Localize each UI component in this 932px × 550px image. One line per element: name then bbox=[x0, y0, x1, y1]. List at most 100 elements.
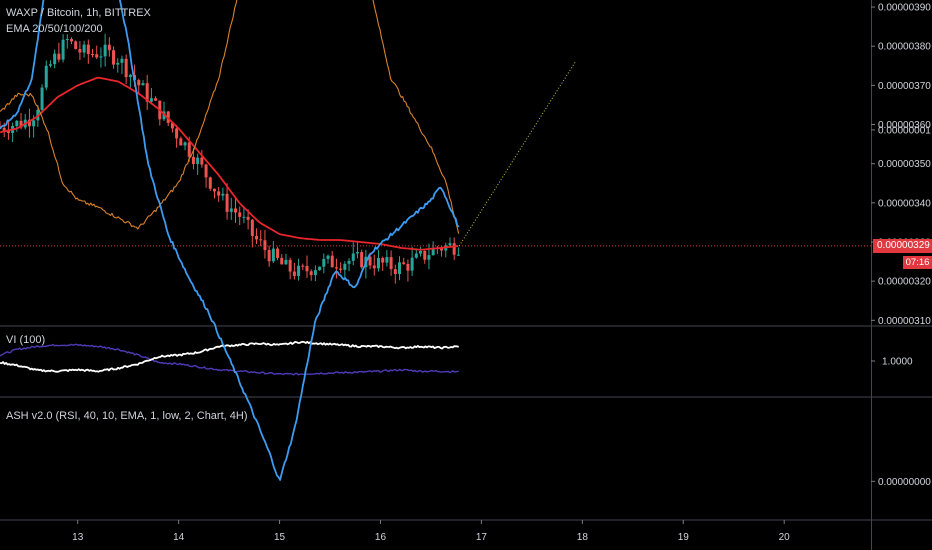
candle-body bbox=[95, 54, 99, 58]
candle-body bbox=[82, 44, 86, 53]
ash-axis-tick-label: 0.00000001 bbox=[878, 125, 931, 136]
ema-line bbox=[0, 76, 459, 251]
price-axis-tick-label: 0.00000310 bbox=[878, 316, 931, 327]
time-axis-tick-label: 18 bbox=[577, 532, 589, 543]
candle-body bbox=[427, 255, 431, 260]
candle-body bbox=[128, 74, 132, 78]
candle-body bbox=[347, 260, 351, 264]
time-axis-tick-label: 20 bbox=[779, 532, 791, 543]
candle-body bbox=[389, 257, 393, 270]
price-axis-tick-label: 0.00000360 bbox=[878, 120, 931, 131]
candle-body bbox=[406, 263, 410, 271]
candle-body bbox=[116, 62, 120, 65]
indicator-legend: EMA 20/50/100/200 bbox=[6, 23, 103, 35]
candle-body bbox=[414, 253, 418, 258]
candle-body bbox=[238, 212, 242, 217]
candle-body bbox=[191, 156, 195, 165]
candle-body bbox=[141, 83, 145, 86]
candle-body bbox=[86, 44, 90, 55]
candle-body bbox=[301, 265, 305, 267]
candle-body bbox=[15, 120, 19, 126]
candle-body bbox=[208, 177, 212, 189]
time-axis-tick-label: 17 bbox=[476, 532, 488, 543]
candle-body bbox=[339, 268, 343, 270]
candle-body bbox=[32, 120, 36, 127]
candle-body bbox=[40, 87, 44, 110]
last-price-label: 0.00000329 bbox=[873, 239, 932, 253]
candle-body bbox=[6, 131, 10, 133]
price-axis-tick-label: 0.00000350 bbox=[878, 159, 931, 170]
price-axis-tick-label: 0.00000390 bbox=[878, 3, 931, 14]
candle-body bbox=[355, 252, 359, 254]
ash-panel-title: ASH v2.0 (RSI, 40, 10, EMA, 1, low, 2, C… bbox=[6, 410, 248, 422]
time-axis-tick-label: 16 bbox=[375, 532, 387, 543]
candle-body bbox=[423, 250, 427, 260]
candle-body bbox=[419, 250, 423, 254]
candle-body bbox=[343, 263, 347, 270]
candle-body bbox=[221, 193, 225, 196]
candle-body bbox=[372, 265, 376, 269]
candle-body bbox=[57, 53, 61, 60]
candle-body bbox=[259, 239, 263, 241]
candle-body bbox=[313, 270, 317, 276]
candle-body bbox=[145, 83, 149, 102]
candle-body bbox=[225, 193, 229, 212]
candle-body bbox=[326, 255, 330, 259]
candle-body bbox=[255, 235, 259, 240]
candle-body bbox=[431, 247, 435, 256]
price-axis-tick-label: 0.00000380 bbox=[878, 42, 931, 53]
candle-body bbox=[334, 267, 338, 269]
candle-body bbox=[381, 258, 385, 263]
price-axis-tick-label: 0.00000340 bbox=[878, 198, 931, 209]
candle-body bbox=[149, 98, 153, 102]
symbol-title: WAXP / Bitcoin, 1h, BITTREX bbox=[6, 7, 151, 19]
candle-body bbox=[402, 262, 406, 264]
candle-body bbox=[452, 243, 456, 255]
candle-body bbox=[103, 44, 107, 57]
candle-body bbox=[440, 248, 444, 251]
candle-body bbox=[318, 266, 322, 271]
candle-body bbox=[170, 122, 174, 129]
time-axis-tick-label: 19 bbox=[678, 532, 690, 543]
candle-body bbox=[137, 80, 141, 86]
time-axis-tick-label: 13 bbox=[72, 532, 84, 543]
candle-body bbox=[233, 208, 237, 213]
candle-body bbox=[271, 248, 275, 262]
vi-panel-title: VI (100) bbox=[6, 334, 46, 346]
candle-body bbox=[330, 255, 334, 268]
vi-plus-line bbox=[0, 340, 459, 373]
ash-bull-line bbox=[0, 0, 460, 481]
candle-body bbox=[309, 271, 313, 276]
candle-body bbox=[179, 138, 183, 146]
candle-body bbox=[65, 38, 69, 40]
candle-body bbox=[246, 216, 250, 220]
candle-body bbox=[280, 257, 284, 265]
candle-body bbox=[284, 259, 288, 265]
candle-body bbox=[322, 258, 326, 267]
candle-body bbox=[187, 142, 191, 157]
candle-body bbox=[292, 271, 296, 276]
candle-body bbox=[242, 216, 246, 218]
candle-body bbox=[204, 164, 208, 178]
projection-line bbox=[458, 61, 576, 247]
candle-countdown: 07:16 bbox=[903, 256, 932, 269]
ash-axis-tick-label: 0.00000000 bbox=[878, 477, 931, 488]
candle-body bbox=[305, 266, 309, 272]
candle-body bbox=[229, 208, 233, 212]
candle-body bbox=[107, 44, 111, 51]
candle-body bbox=[78, 49, 82, 53]
candle-body bbox=[48, 64, 52, 66]
candle-body bbox=[410, 257, 414, 271]
candle-body bbox=[360, 252, 364, 268]
candle-body bbox=[351, 253, 355, 261]
candle-body bbox=[385, 257, 389, 263]
candle-body bbox=[91, 54, 95, 56]
candle-body bbox=[154, 98, 158, 101]
candle-body bbox=[263, 240, 267, 251]
candle-body bbox=[448, 243, 452, 246]
candle-body bbox=[53, 53, 57, 65]
candle-body bbox=[27, 119, 31, 127]
candle-body bbox=[297, 265, 301, 276]
